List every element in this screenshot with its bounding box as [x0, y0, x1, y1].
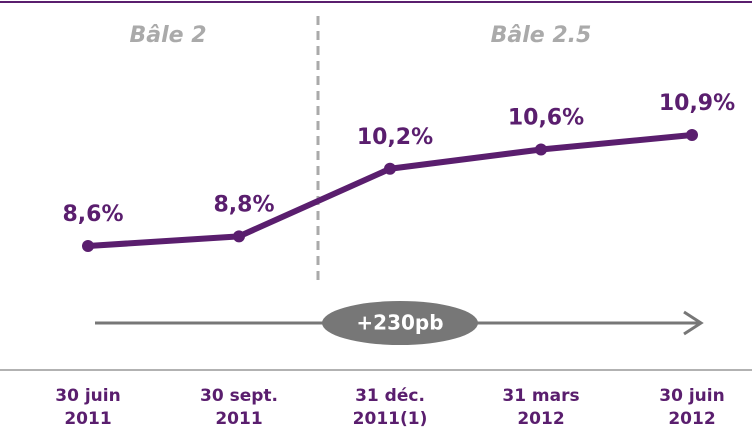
x-tick-label: 30 sept. 2011 — [200, 386, 278, 429]
x-tick-label: 30 juin 2011 — [55, 386, 121, 429]
point — [233, 230, 245, 243]
period-label: Bâle 2 — [129, 23, 206, 48]
value-label: 10,2% — [357, 125, 433, 150]
point — [686, 129, 698, 141]
value-label: 10,9% — [659, 91, 735, 116]
badge-label: +230pb — [356, 311, 443, 335]
period-label: Bâle 2.5 — [491, 23, 592, 48]
point — [535, 143, 547, 156]
value-label: 8,6% — [62, 202, 123, 227]
x-tick-label: 31 déc. 2011(1) — [352, 386, 428, 429]
arrow-head — [683, 310, 704, 336]
x-tick-label: 31 mars 2012 — [502, 386, 580, 429]
value-label: 10,6% — [508, 105, 584, 130]
line — [87, 132, 693, 249]
point — [82, 240, 94, 252]
x-tick-label: 30 juin 2012 — [659, 386, 725, 429]
point — [384, 162, 396, 175]
badge — [322, 301, 478, 345]
value-label: 8,8% — [213, 192, 274, 217]
